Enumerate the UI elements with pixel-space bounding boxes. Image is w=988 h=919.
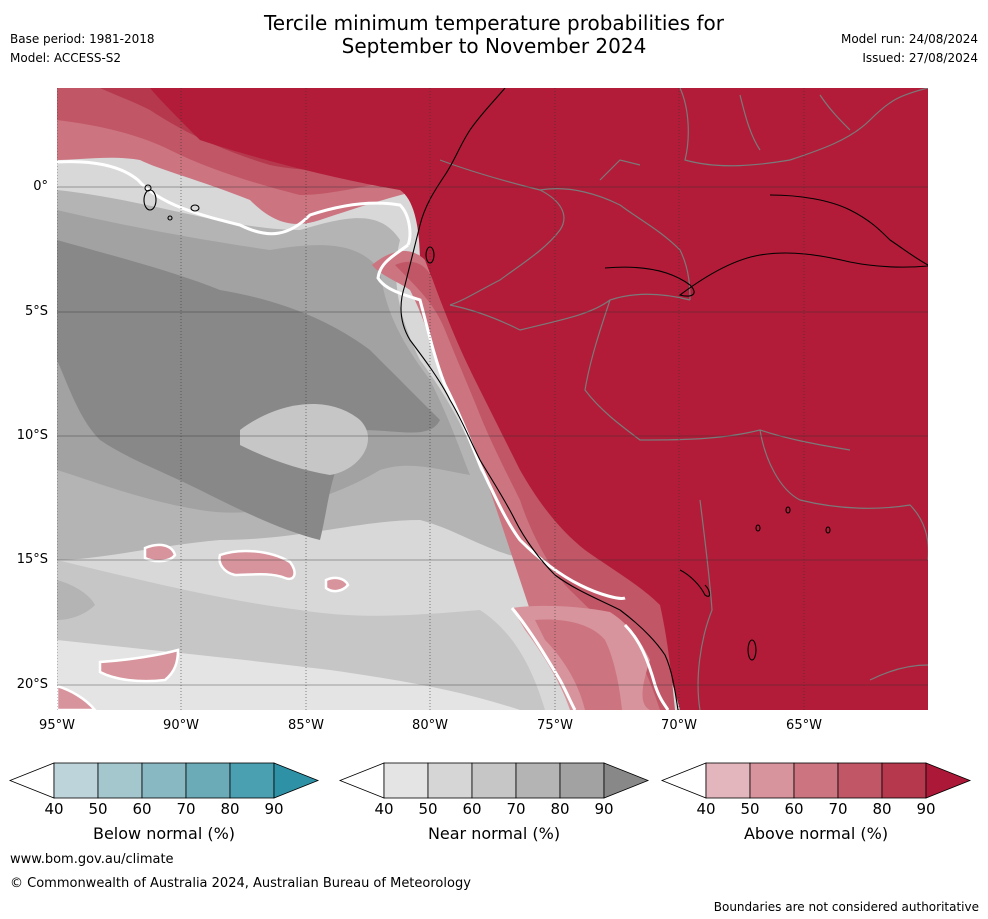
below-normal-colorbar-tick: 50 bbox=[88, 800, 108, 818]
above-normal-south-patch-70 bbox=[535, 619, 622, 710]
above-normal-colorbar-tick: 80 bbox=[872, 800, 892, 818]
below-normal-colorbar-tick: 70 bbox=[176, 800, 196, 818]
below-normal-colorbar-segment bbox=[53, 762, 99, 799]
above-normal-colorbar-tick: 60 bbox=[784, 800, 804, 818]
above-normal-colorbar-segment bbox=[837, 762, 883, 799]
boundary-disclaimer: Boundaries are not considered authoritat… bbox=[713, 900, 979, 914]
above-normal-colorbar-segment bbox=[749, 762, 795, 799]
lon-label-80w: 80°W bbox=[412, 718, 448, 733]
near-normal-colorbar-tick: 80 bbox=[550, 800, 570, 818]
coastlines bbox=[143, 88, 928, 710]
above-normal-colorbar-segment bbox=[881, 762, 927, 799]
lon-label-90w: 90°W bbox=[163, 718, 199, 733]
near-normal-colorbar-segment bbox=[383, 762, 429, 799]
lon-label-85w: 85°W bbox=[288, 718, 324, 733]
below-normal-colorbar-min-triangle bbox=[8, 762, 55, 799]
above-normal-colorbar-tick: 40 bbox=[696, 800, 716, 818]
above-normal-colorbar-tick: 90 bbox=[916, 800, 936, 818]
near-normal-colorbar-label: Near normal (%) bbox=[427, 824, 561, 843]
lat-label-0: 0° bbox=[33, 179, 48, 194]
above-normal-patch-d bbox=[98, 648, 180, 683]
map-title-line2: September to November 2024 bbox=[341, 34, 647, 58]
lon-label-95w: 95°W bbox=[39, 718, 75, 733]
map-title-line1: Tercile minimum temperature probabilitie… bbox=[263, 11, 725, 35]
country-borders bbox=[439, 88, 928, 710]
below-normal-colorbar-tick: 90 bbox=[264, 800, 284, 818]
near-normal-colorbar-segment bbox=[427, 762, 473, 799]
above-normal-colorbar-segment bbox=[705, 762, 751, 799]
below-normal-colorbar-segment bbox=[185, 762, 231, 799]
above-normal-patch-e bbox=[57, 684, 97, 710]
above-normal-colorbar-segment bbox=[793, 762, 839, 799]
model-name: Model: ACCESS-S2 bbox=[10, 51, 122, 65]
website-link[interactable]: www.bom.gov.au/climate bbox=[10, 852, 174, 867]
lon-label-75w: 75°W bbox=[537, 718, 573, 733]
near-normal-colorbar-min-triangle bbox=[338, 762, 385, 799]
above-normal-patch-b bbox=[218, 549, 296, 581]
copyright-notice: © Commonwealth of Australia 2024, Austra… bbox=[10, 876, 471, 891]
map-title: Tercile minimum temperature probabilitie… bbox=[0, 12, 988, 58]
above-normal-colorbar-tick: 50 bbox=[740, 800, 760, 818]
lon-label-70w: 70°W bbox=[661, 718, 697, 733]
near-normal-colorbar-tick: 40 bbox=[374, 800, 394, 818]
above-normal-colorbar-tick: 70 bbox=[828, 800, 848, 818]
near-normal-colorbar-tick: 60 bbox=[462, 800, 482, 818]
colorbars bbox=[8, 762, 972, 799]
above-normal-colorbar-max-triangle bbox=[925, 762, 972, 799]
lat-label-15s: 15°S bbox=[16, 552, 48, 567]
near-normal-colorbar-segment bbox=[471, 762, 517, 799]
graticule bbox=[57, 186, 928, 686]
above-normal-patch-c bbox=[324, 576, 350, 593]
below-normal-colorbar-tick: 60 bbox=[132, 800, 152, 818]
base-period: Base period: 1981-2018 bbox=[10, 32, 155, 46]
near-normal-colorbar-tick: 90 bbox=[594, 800, 614, 818]
above-normal-patch-a bbox=[143, 543, 177, 563]
near-normal-colorbar-tick: 70 bbox=[506, 800, 526, 818]
above-normal-coastal-80 bbox=[395, 261, 675, 710]
below-normal-colorbar-segment bbox=[141, 762, 187, 799]
near-normal-west-patch bbox=[57, 580, 95, 620]
lon-label-65w: 65°W bbox=[786, 718, 822, 733]
near-normal-colorbar-segment bbox=[515, 762, 561, 799]
map-area bbox=[57, 88, 928, 710]
below-normal-colorbar-tick: 40 bbox=[44, 800, 64, 818]
below-normal-colorbar-label: Below normal (%) bbox=[92, 824, 236, 843]
near-normal-colorbar-max-triangle bbox=[603, 762, 650, 799]
near-normal-colorbar-tick: 50 bbox=[418, 800, 438, 818]
lat-label-20s: 20°S bbox=[16, 677, 48, 692]
above-normal-land-90 bbox=[150, 88, 928, 710]
lat-label-10s: 10°S bbox=[16, 428, 48, 443]
near-normal-90-core bbox=[57, 240, 440, 540]
lat-label-5s: 5°S bbox=[24, 304, 48, 319]
below-normal-colorbar-segment bbox=[229, 762, 275, 799]
near-normal-lighter-patch bbox=[240, 403, 369, 475]
issued-date: Issued: 27/08/2024 bbox=[862, 51, 978, 65]
below-normal-colorbar-tick: 80 bbox=[220, 800, 240, 818]
model-run: Model run: 24/08/2024 bbox=[840, 32, 978, 46]
forty-percent-boundary-north bbox=[57, 160, 412, 246]
below-normal-colorbar-segment bbox=[97, 762, 143, 799]
near-normal-colorbar-segment bbox=[559, 762, 605, 799]
forty-percent-boundary-south bbox=[510, 607, 577, 710]
above-normal-colorbar-min-triangle bbox=[660, 762, 707, 799]
above-normal-colorbar-label: Above normal (%) bbox=[743, 824, 889, 843]
below-normal-colorbar-max-triangle bbox=[273, 762, 320, 799]
